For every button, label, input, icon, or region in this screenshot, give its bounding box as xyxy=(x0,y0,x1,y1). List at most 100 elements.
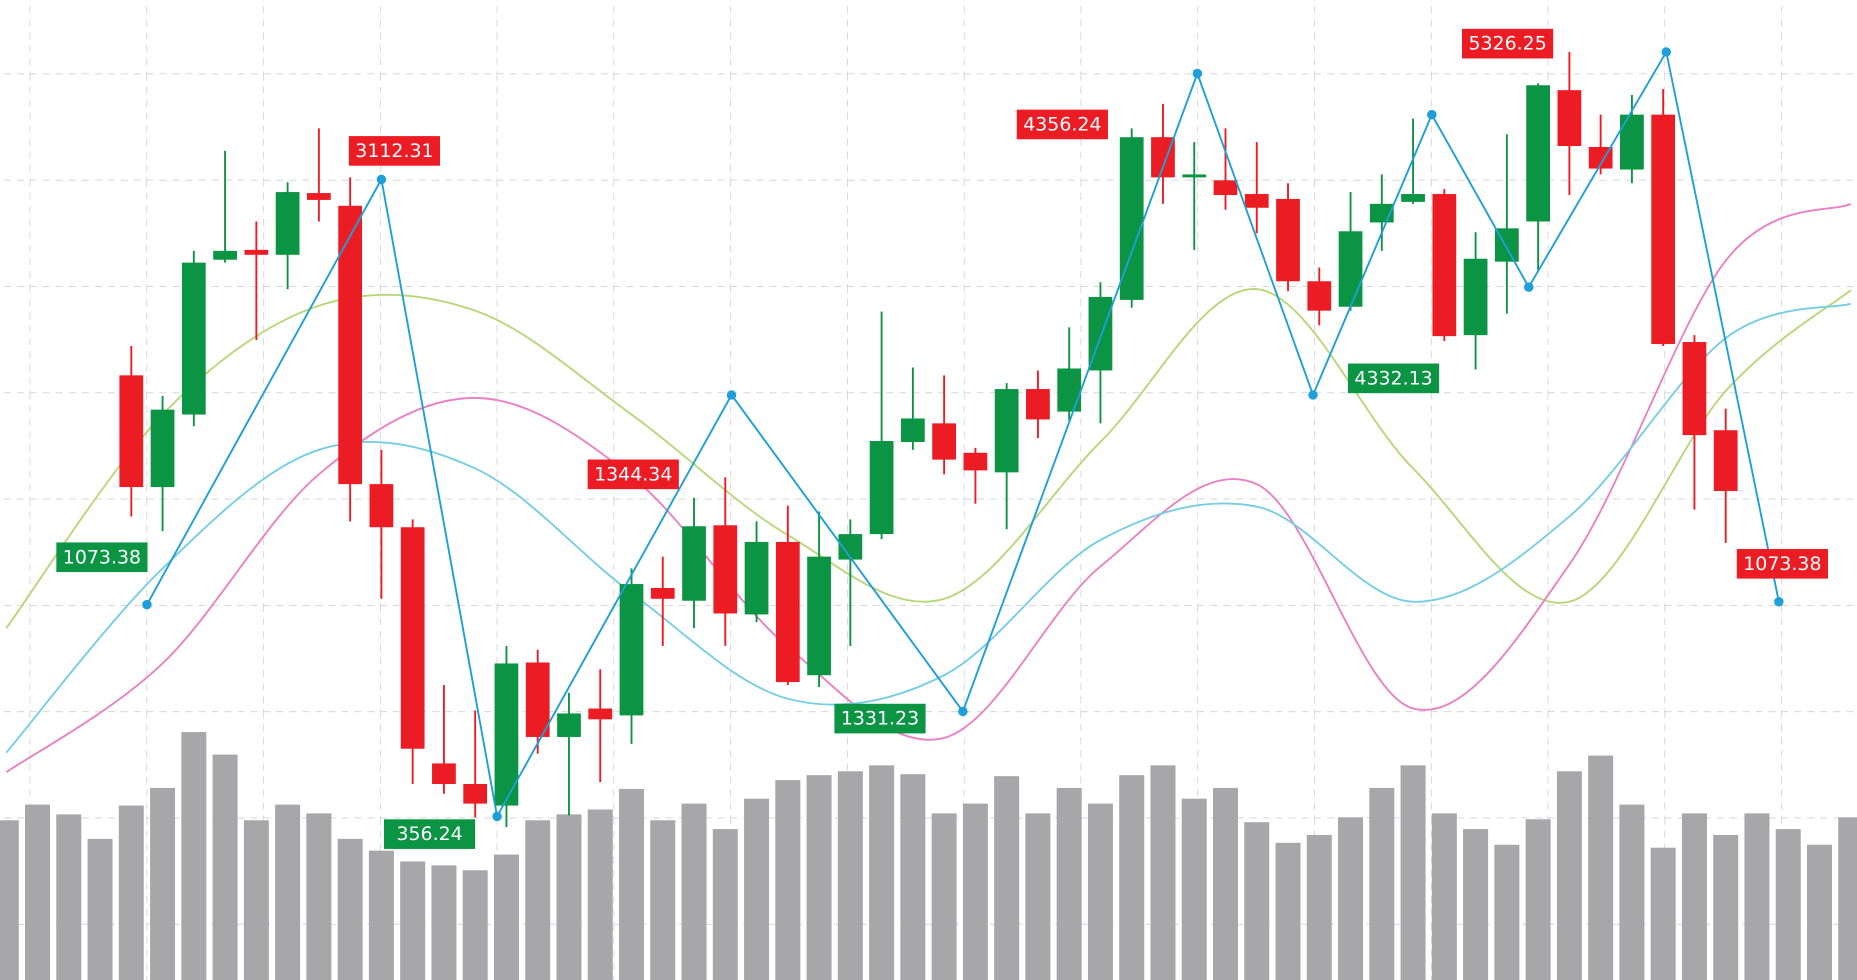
volume-bar xyxy=(1713,834,1739,980)
candle-body xyxy=(1432,194,1457,337)
price-label-box xyxy=(587,459,679,490)
price-label: 1344.34 xyxy=(594,463,672,485)
volume-bar xyxy=(1525,819,1551,980)
zigzag-point xyxy=(958,706,968,717)
volume-bar xyxy=(775,780,801,980)
volume-bar xyxy=(1619,804,1645,980)
candle-body xyxy=(119,375,144,488)
volume-bar xyxy=(25,804,51,980)
candle-body xyxy=(494,663,519,806)
moving-average-line xyxy=(5,302,1851,754)
volume-bar xyxy=(837,771,863,980)
moving-average-line xyxy=(5,202,1852,774)
candle-body xyxy=(1713,430,1738,491)
volume-bar xyxy=(1650,847,1676,980)
candle-body xyxy=(1682,342,1707,436)
candle-body xyxy=(994,389,1019,473)
candle-body xyxy=(1307,281,1332,311)
candle-body xyxy=(525,662,550,737)
candle-body xyxy=(463,784,488,804)
candle-body xyxy=(1244,194,1269,208)
candle-body xyxy=(181,262,206,415)
volume-bar xyxy=(1150,765,1176,980)
volume-bar xyxy=(0,820,19,980)
candle-body xyxy=(869,441,894,535)
volume-bar xyxy=(1556,771,1582,980)
volume-bar xyxy=(118,805,144,980)
candle-body xyxy=(588,708,613,720)
volume-bar xyxy=(1400,765,1426,980)
volume-bar xyxy=(744,798,770,980)
candle-body xyxy=(1026,389,1050,420)
price-label-box xyxy=(56,542,148,573)
candle-body xyxy=(1182,174,1207,178)
candle-body xyxy=(932,423,957,460)
volume-bar xyxy=(1494,844,1520,980)
candle-body xyxy=(369,484,394,528)
price-label: 3112.31 xyxy=(355,140,433,162)
candle-body xyxy=(150,409,175,488)
candle-body xyxy=(306,193,331,200)
zigzag-point xyxy=(492,811,502,822)
volume-bar xyxy=(869,765,895,980)
volume-bar xyxy=(806,775,832,980)
volume-bar xyxy=(619,788,645,980)
volume-bar xyxy=(1056,787,1082,980)
volume-bar xyxy=(1775,829,1801,980)
candle-body xyxy=(1057,368,1082,412)
candle-body xyxy=(1213,180,1238,196)
price-label: 4356.24 xyxy=(1023,113,1101,135)
volume-bar xyxy=(650,820,676,980)
candle-body xyxy=(619,584,644,716)
candle-body xyxy=(963,452,988,471)
volume-bar xyxy=(181,732,207,980)
price-label: 356.24 xyxy=(396,823,462,845)
volume-bar xyxy=(1463,829,1489,980)
volume-bar xyxy=(1338,817,1364,980)
price-label-box xyxy=(1736,548,1828,579)
zigzag-point xyxy=(726,390,737,400)
candle-body xyxy=(1463,258,1488,336)
candle-body xyxy=(650,588,675,599)
volume-bar xyxy=(1369,787,1395,980)
candle-body xyxy=(244,249,269,255)
volume-bar xyxy=(587,809,613,980)
candle-body xyxy=(713,525,738,614)
volume-bar xyxy=(212,754,238,980)
volume-bar xyxy=(1588,755,1614,980)
volume-bar xyxy=(1181,798,1207,980)
price-label-box xyxy=(348,136,441,166)
price-label: 4332.13 xyxy=(1354,367,1432,389)
price-label: 5326.25 xyxy=(1468,33,1546,55)
volume-bar xyxy=(368,850,394,980)
volume-bar xyxy=(1212,787,1238,980)
price-label-box xyxy=(834,703,926,734)
candle-body xyxy=(1620,114,1644,170)
volume-bar xyxy=(931,813,957,980)
candle-body xyxy=(744,541,769,615)
candle-body xyxy=(807,556,831,676)
moving-average-line xyxy=(5,288,1852,629)
volume-bar xyxy=(243,820,269,980)
candle-body xyxy=(275,192,300,255)
volume-bar xyxy=(150,787,176,980)
volume-bar xyxy=(275,804,301,980)
volume-bar xyxy=(712,829,738,980)
price-label-box xyxy=(1016,109,1108,140)
candle-body xyxy=(338,205,363,485)
volume-bar xyxy=(87,838,113,980)
zigzag-point xyxy=(1661,47,1672,57)
volume-bar xyxy=(462,870,488,980)
candle-body xyxy=(900,418,925,442)
price-label-box xyxy=(1347,363,1440,394)
volume-bar xyxy=(1806,844,1832,980)
price-label: 1331.23 xyxy=(841,708,919,730)
volume-bar xyxy=(1025,813,1051,980)
zigzag-point xyxy=(1524,282,1534,292)
candle-body xyxy=(1151,137,1175,178)
candle-body xyxy=(1276,198,1300,282)
volume-bar xyxy=(525,820,551,980)
candle-body xyxy=(775,541,800,683)
candle-body xyxy=(557,713,581,737)
